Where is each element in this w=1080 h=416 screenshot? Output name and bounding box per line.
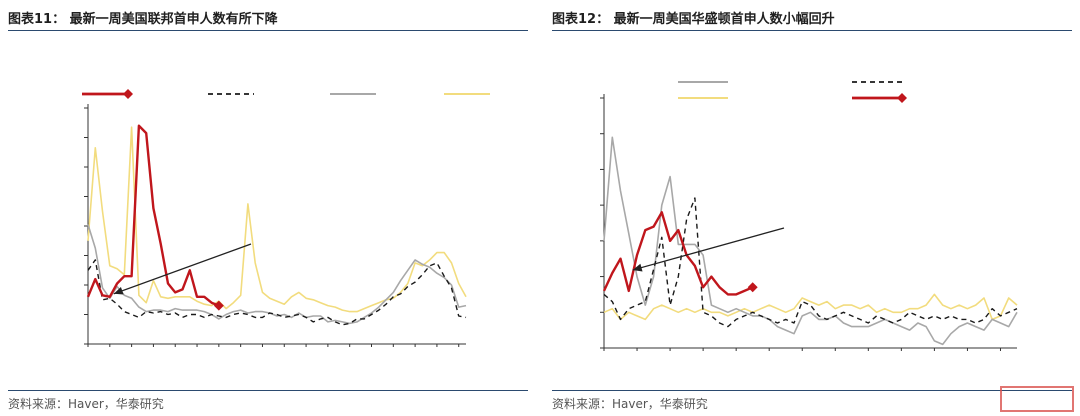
series-line-2024 [87, 259, 467, 326]
legend-item-2025 [82, 89, 133, 99]
legend-marker-2025 [897, 93, 907, 103]
left-source-note: 资料来源：Haver，华泰研究 [8, 397, 164, 411]
series-line-2025 [602, 211, 754, 296]
series-line-2024 [603, 293, 1018, 321]
legend-item-2025 [852, 93, 907, 103]
right-header-rule [552, 30, 1072, 31]
left-panel: 图表11： 最新一周美国联邦首申人数有所下降 资料来源：Haver，华泰研究 [8, 0, 533, 416]
federal-claims-chart [82, 89, 490, 347]
dc-claims-chart [600, 81, 1018, 351]
series-line-2022 [603, 136, 1018, 346]
annotation-arrow-line [113, 243, 252, 295]
series-end-marker-2025 [213, 300, 224, 311]
annotation-arrow-head [113, 286, 124, 295]
left-panel-header: 图表11： 最新一周美国联邦首申人数有所下降 [8, 12, 278, 27]
legend-marker-2025 [123, 89, 133, 99]
annotation-arrow-line [632, 227, 785, 271]
right-footer-rule [552, 390, 1072, 391]
series-line-2022 [87, 126, 467, 313]
right-panel: 图表12： 最新一周美国华盛顿首申人数小幅回升 资料来源：Haver，华泰研究 [552, 0, 1077, 416]
series-line-2023 [603, 197, 1018, 328]
watermark-stamp [1000, 386, 1074, 412]
right-source-note: 资料来源：Haver，华泰研究 [552, 397, 708, 411]
series-end-marker-2025 [747, 282, 758, 293]
left-header-rule [8, 30, 528, 31]
series-line-2023 [87, 224, 467, 325]
series-line-2025 [86, 124, 220, 307]
annotation-arrow-head [632, 263, 643, 272]
right-panel-header: 图表12： 最新一周美国华盛顿首申人数小幅回升 [552, 12, 835, 27]
left-footer-rule [8, 390, 528, 391]
